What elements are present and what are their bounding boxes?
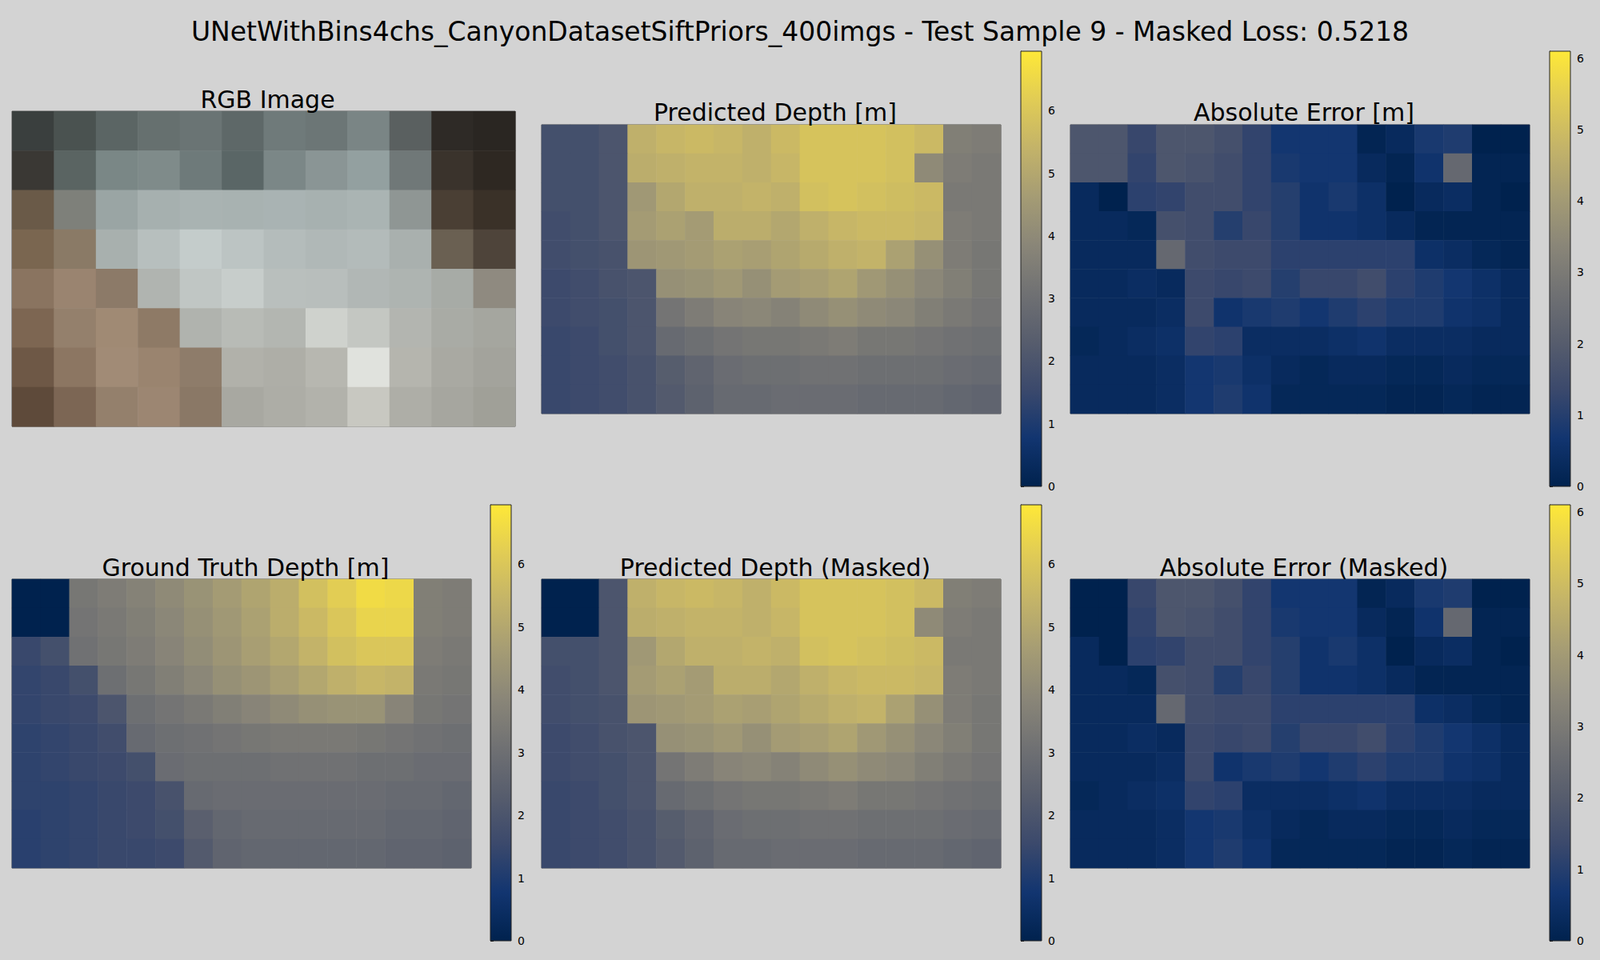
svg-text:4: 4: [517, 683, 525, 696]
svg-text:3: 3: [517, 746, 525, 760]
svg-text:1: 1: [1048, 417, 1056, 431]
svg-text:2: 2: [1048, 808, 1056, 822]
svg-text:5: 5: [1048, 167, 1056, 180]
svg-text:4: 4: [1576, 194, 1584, 208]
svg-text:5: 5: [517, 620, 525, 634]
svg-text:6: 6: [1048, 557, 1056, 571]
svg-text:2: 2: [1576, 791, 1584, 804]
svg-text:Predicted Depth [m]: Predicted Depth [m]: [653, 98, 897, 127]
svg-text:Ground Truth Depth [m]: Ground Truth Depth [m]: [101, 553, 389, 582]
svg-text:0: 0: [1576, 480, 1584, 493]
svg-text:3: 3: [1576, 265, 1584, 279]
svg-text:5: 5: [1576, 576, 1584, 590]
svg-text:RGB Image: RGB Image: [200, 85, 335, 114]
svg-text:2: 2: [1048, 354, 1056, 368]
svg-text:0: 0: [1048, 480, 1056, 493]
svg-text:Absolute Error [m]: Absolute Error [m]: [1193, 98, 1415, 127]
svg-text:6: 6: [1048, 104, 1056, 117]
svg-text:5: 5: [1576, 123, 1584, 136]
svg-text:3: 3: [1048, 292, 1056, 305]
svg-text:3: 3: [1576, 720, 1584, 733]
svg-text:Absolute Error (Masked): Absolute Error (Masked): [1160, 553, 1448, 582]
svg-text:Predicted Depth (Masked): Predicted Depth (Masked): [620, 553, 931, 582]
svg-text:2: 2: [517, 808, 525, 822]
svg-text:1: 1: [517, 872, 525, 885]
svg-text:0: 0: [1576, 934, 1584, 948]
svg-text:5: 5: [1048, 620, 1056, 634]
svg-text:6: 6: [1576, 505, 1584, 519]
svg-text:0: 0: [517, 934, 525, 948]
svg-text:1: 1: [1576, 408, 1584, 422]
svg-text:UNetWithBins4chs_CanyonDataset: UNetWithBins4chs_CanyonDatasetSiftPriors…: [191, 16, 1409, 48]
svg-text:4: 4: [1048, 229, 1056, 243]
svg-text:1: 1: [1576, 863, 1584, 876]
svg-text:4: 4: [1048, 683, 1056, 696]
svg-text:0: 0: [1048, 934, 1056, 948]
svg-text:3: 3: [1048, 746, 1056, 760]
svg-text:2: 2: [1576, 337, 1584, 351]
svg-text:4: 4: [1576, 648, 1584, 662]
svg-text:6: 6: [1576, 52, 1584, 65]
svg-text:6: 6: [517, 557, 525, 571]
svg-text:1: 1: [1048, 872, 1056, 885]
